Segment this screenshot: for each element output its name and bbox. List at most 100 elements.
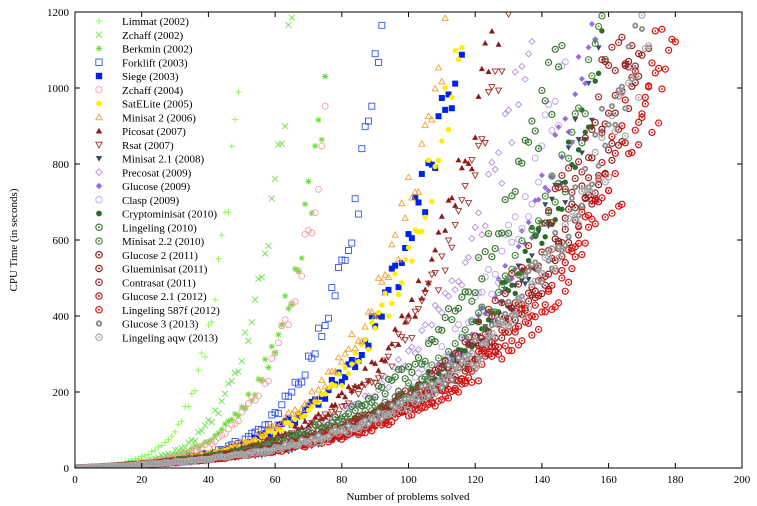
legend-entry: Zchaff (2004) <box>95 85 184 97</box>
data-point <box>391 407 399 415</box>
data-point <box>481 222 489 230</box>
data-point <box>575 53 582 60</box>
legend-marker <box>95 86 103 94</box>
data-point <box>411 308 419 316</box>
data-point <box>294 428 303 435</box>
data-point <box>584 154 593 162</box>
data-point <box>538 172 545 179</box>
data-point <box>228 377 236 385</box>
data-point <box>472 337 479 344</box>
data-point <box>561 221 569 229</box>
legend-entry: Zchaff (2002) <box>95 30 184 42</box>
data-point <box>202 354 209 361</box>
data-point <box>254 428 263 436</box>
data-point <box>554 299 563 307</box>
data-point <box>562 200 569 206</box>
data-point <box>218 397 226 405</box>
data-point <box>395 291 402 298</box>
data-point <box>435 157 442 164</box>
data-point <box>368 358 375 365</box>
data-point <box>544 270 553 278</box>
data-point <box>274 410 282 418</box>
data-point <box>562 179 568 185</box>
data-point <box>334 353 343 361</box>
data-point <box>655 64 663 73</box>
data-point <box>291 405 299 413</box>
data-point <box>414 345 423 354</box>
legend-label: Cryptominisat (2010) <box>122 209 217 221</box>
legend-entry: Clasp (2009) <box>95 195 179 207</box>
data-point <box>651 27 659 35</box>
legend-label: Berkmin (2002) <box>122 44 193 56</box>
data-point <box>448 194 455 201</box>
data-point <box>448 244 456 252</box>
data-point <box>331 407 339 415</box>
data-point <box>458 281 466 289</box>
data-point <box>421 290 429 297</box>
data-point <box>574 220 583 228</box>
data-point <box>378 313 385 320</box>
data-point <box>431 338 439 346</box>
data-point <box>291 298 299 306</box>
data-point <box>408 335 416 342</box>
data-point <box>529 224 535 231</box>
data-point <box>225 209 232 216</box>
data-point <box>521 193 529 201</box>
legend-marker <box>95 168 103 177</box>
data-point <box>455 321 462 328</box>
data-point <box>441 267 449 275</box>
data-point <box>452 202 459 208</box>
data-point <box>528 200 536 208</box>
data-point <box>484 170 493 178</box>
data-point <box>628 76 635 83</box>
data-point <box>488 28 495 34</box>
data-point <box>618 33 626 41</box>
data-point <box>468 378 476 386</box>
data-point <box>552 229 559 236</box>
data-point <box>462 157 469 164</box>
data-point <box>355 358 362 365</box>
data-point <box>581 239 589 247</box>
legend-marker <box>95 305 103 314</box>
data-point <box>308 229 316 237</box>
data-point <box>511 328 519 336</box>
data-point <box>288 409 296 417</box>
data-point <box>382 357 389 364</box>
data-point <box>368 427 376 435</box>
data-point <box>461 326 469 334</box>
data-point <box>518 159 526 167</box>
data-point <box>244 400 252 407</box>
data-point <box>422 214 428 220</box>
data-point <box>355 210 362 218</box>
data-point <box>635 141 643 149</box>
data-point <box>414 188 423 195</box>
data-point <box>448 277 456 285</box>
data-point <box>444 292 453 300</box>
data-point <box>381 405 389 413</box>
data-point <box>581 110 589 118</box>
legend-label: SatELite (2005) <box>122 99 193 111</box>
legend-entry: Cryptominisat (2010) <box>96 209 217 221</box>
data-point <box>525 213 533 221</box>
data-point <box>198 427 206 435</box>
data-point <box>251 435 259 443</box>
data-point <box>554 254 563 262</box>
data-point <box>227 441 236 449</box>
data-point <box>451 340 459 348</box>
data-point <box>631 79 639 87</box>
data-point <box>564 278 573 286</box>
legend-entry: SatELite (2005) <box>96 99 193 111</box>
data-point <box>558 274 566 282</box>
data-point <box>488 343 496 351</box>
data-point <box>468 157 476 164</box>
data-point <box>421 361 429 369</box>
data-point <box>274 339 282 347</box>
data-point <box>635 93 643 102</box>
legend-marker <box>95 278 103 287</box>
data-point <box>365 117 372 125</box>
data-point <box>251 296 259 303</box>
data-point <box>494 350 503 358</box>
x-tick-label: 60 <box>270 474 282 486</box>
data-point <box>445 197 452 203</box>
data-point <box>578 75 585 82</box>
